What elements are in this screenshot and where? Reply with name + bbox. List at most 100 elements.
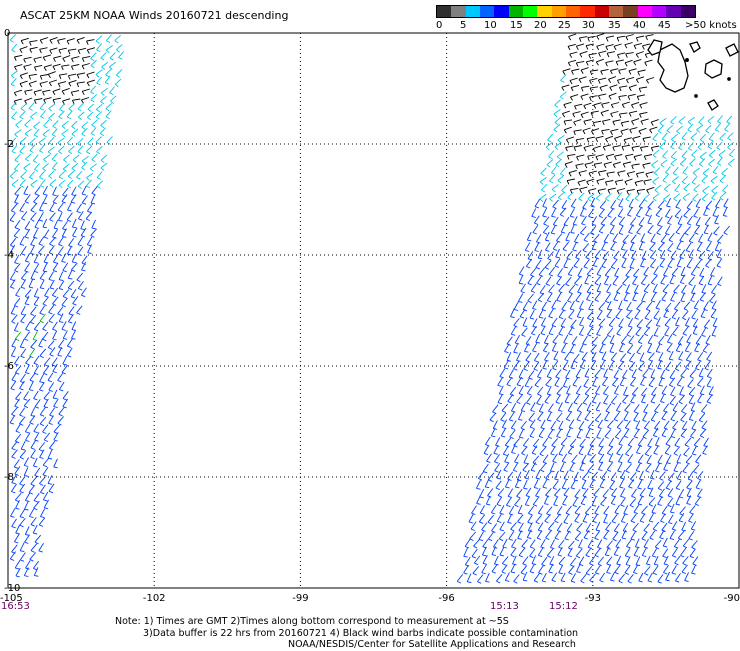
- wind-barb: [630, 377, 637, 387]
- wind-barb: [646, 77, 655, 84]
- wind-barb: [42, 296, 49, 307]
- wind-barb: [115, 44, 123, 53]
- wind-barb: [612, 276, 619, 286]
- wind-barb: [570, 479, 576, 490]
- wind-barb: [565, 411, 572, 422]
- wind-barb: [633, 547, 639, 557]
- wind-barb: [540, 167, 547, 176]
- wind-barb: [617, 208, 624, 218]
- wind-barb: [493, 445, 499, 455]
- islet: [685, 58, 689, 62]
- wind-barb: [607, 187, 616, 194]
- wind-barb: [533, 573, 540, 583]
- wind-barb: [468, 513, 474, 524]
- wind-barb: [478, 514, 486, 524]
- wind-barb: [680, 292, 686, 303]
- wind-barb: [520, 402, 526, 413]
- wind-barb: [11, 407, 18, 417]
- wind-barb: [71, 218, 77, 229]
- wind-barb: [617, 77, 626, 85]
- wind-barb: [699, 385, 705, 396]
- wind-barb: [538, 267, 546, 277]
- wind-barb: [566, 153, 576, 160]
- wind-barb: [623, 428, 630, 439]
- wind-barb: [612, 377, 619, 388]
- wind-barb: [608, 361, 615, 371]
- wind-barb: [635, 462, 641, 473]
- wind-barb: [535, 259, 542, 270]
- wind-barb: [588, 208, 595, 219]
- wind-barb: [655, 300, 661, 310]
- wind-barb: [34, 163, 40, 172]
- wind-barb: [105, 34, 112, 43]
- wind-barb: [623, 411, 629, 422]
- wind-barb: [39, 37, 48, 44]
- wind-barb: [569, 51, 578, 58]
- wind-barb: [514, 334, 520, 345]
- wind-barb: [711, 185, 719, 194]
- wind-barb: [678, 351, 684, 361]
- wind-barb: [42, 262, 48, 273]
- wind-barb: [655, 462, 660, 473]
- wind-barb: [91, 119, 98, 128]
- wind-barb: [606, 540, 613, 550]
- wind-barb: [498, 385, 504, 396]
- wind-barb: [559, 462, 565, 473]
- wind-barb: [508, 411, 515, 422]
- wind-barb: [14, 153, 21, 163]
- wind-barb: [39, 407, 46, 417]
- wind-barb: [40, 110, 47, 119]
- wind-barb: [579, 343, 585, 353]
- wind-barb: [463, 564, 469, 575]
- wind-barb: [553, 109, 561, 118]
- wind-barb: [42, 162, 49, 172]
- wind-barb: [554, 258, 561, 268]
- wind-barb: [627, 93, 636, 100]
- wind-barb: [14, 398, 20, 408]
- wind-barb: [596, 178, 605, 185]
- islet: [694, 94, 698, 98]
- wind-barb: [518, 266, 525, 276]
- wind-barb: [49, 236, 56, 247]
- wind-barb: [645, 171, 654, 178]
- wind-barb: [646, 186, 655, 194]
- wind-barb: [548, 308, 554, 319]
- wind-barb: [48, 483, 55, 494]
- wind-barb: [608, 453, 614, 463]
- wind-barb: [58, 280, 65, 291]
- wind-barb: [492, 404, 499, 415]
- wind-barb: [609, 334, 615, 345]
- wind-barb: [665, 208, 671, 219]
- wind-barb: [555, 158, 562, 168]
- wind-barb: [76, 81, 85, 88]
- wind-barb: [585, 43, 594, 50]
- wind-barb: [523, 343, 529, 353]
- wind-barb: [552, 334, 559, 345]
- wind-barb: [15, 391, 22, 401]
- wind-barb: [40, 484, 46, 495]
- wind-barb: [601, 471, 608, 481]
- wind-barb: [701, 193, 709, 202]
- wind-barb: [596, 310, 603, 321]
- wind-barb: [569, 77, 578, 85]
- wind-barb: [537, 547, 544, 558]
- wind-barb: [554, 470, 559, 481]
- wind-barb: [596, 266, 602, 277]
- wind-barb: [489, 412, 497, 423]
- wind-barb: [558, 446, 564, 456]
- wind-barb: [567, 445, 574, 455]
- wind-barb: [624, 178, 633, 186]
- wind-barb: [604, 293, 611, 304]
- wind-barb: [514, 453, 520, 464]
- wind-barb: [627, 317, 634, 328]
- wind-barb: [43, 432, 51, 443]
- wind-barb: [71, 128, 79, 137]
- wind-barb: [662, 548, 669, 559]
- wind-barb: [86, 47, 96, 54]
- x-tick-label: -96: [438, 593, 454, 604]
- wind-barb: [86, 111, 94, 121]
- wind-barb: [24, 500, 29, 511]
- wind-barb: [578, 76, 587, 83]
- wind-barb: [659, 117, 667, 126]
